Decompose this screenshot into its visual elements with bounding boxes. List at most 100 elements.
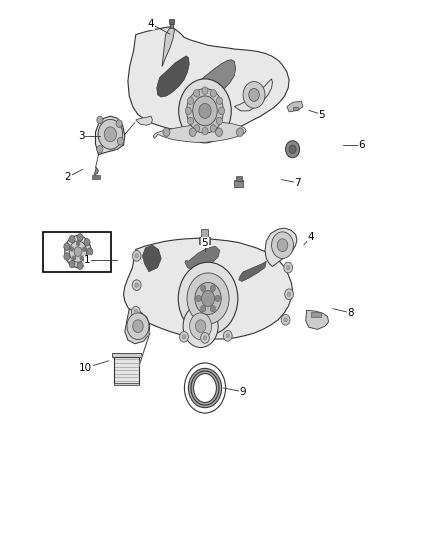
Circle shape bbox=[189, 128, 196, 136]
Circle shape bbox=[65, 236, 91, 268]
Polygon shape bbox=[128, 27, 289, 134]
Polygon shape bbox=[311, 312, 321, 317]
Text: 4: 4 bbox=[148, 19, 155, 29]
Polygon shape bbox=[265, 228, 297, 266]
Circle shape bbox=[215, 128, 223, 136]
Circle shape bbox=[277, 239, 288, 252]
Polygon shape bbox=[234, 180, 243, 187]
Circle shape bbox=[104, 127, 117, 142]
Circle shape bbox=[210, 285, 215, 292]
Circle shape bbox=[210, 305, 215, 312]
Circle shape bbox=[199, 103, 211, 118]
Circle shape bbox=[187, 88, 223, 133]
Circle shape bbox=[195, 282, 221, 314]
Circle shape bbox=[77, 262, 83, 270]
Circle shape bbox=[190, 313, 212, 340]
Circle shape bbox=[127, 313, 149, 340]
Polygon shape bbox=[236, 176, 242, 181]
Circle shape bbox=[196, 295, 201, 302]
Polygon shape bbox=[142, 245, 161, 272]
Text: 8: 8 bbox=[347, 308, 354, 318]
Circle shape bbox=[132, 251, 141, 261]
Circle shape bbox=[287, 292, 291, 296]
Polygon shape bbox=[293, 107, 298, 110]
Circle shape bbox=[131, 306, 140, 317]
Circle shape bbox=[249, 88, 259, 101]
Polygon shape bbox=[201, 229, 208, 237]
Circle shape bbox=[201, 333, 209, 343]
Polygon shape bbox=[94, 167, 99, 175]
Polygon shape bbox=[185, 246, 220, 271]
Circle shape bbox=[185, 107, 191, 115]
Circle shape bbox=[117, 138, 124, 145]
Text: 5: 5 bbox=[318, 110, 325, 119]
Circle shape bbox=[135, 283, 138, 287]
Circle shape bbox=[210, 90, 216, 97]
Polygon shape bbox=[239, 261, 266, 281]
Text: 5: 5 bbox=[201, 238, 208, 247]
Circle shape bbox=[180, 332, 188, 342]
Polygon shape bbox=[125, 309, 150, 344]
Circle shape bbox=[183, 305, 218, 348]
Circle shape bbox=[80, 255, 84, 261]
Circle shape bbox=[201, 290, 215, 306]
Circle shape bbox=[286, 141, 300, 158]
Polygon shape bbox=[170, 21, 173, 28]
Circle shape bbox=[219, 107, 225, 115]
Polygon shape bbox=[95, 116, 125, 155]
Circle shape bbox=[187, 97, 194, 104]
Polygon shape bbox=[112, 353, 141, 357]
Circle shape bbox=[194, 90, 200, 97]
Polygon shape bbox=[157, 56, 189, 97]
Polygon shape bbox=[136, 116, 152, 125]
Circle shape bbox=[187, 273, 229, 324]
Circle shape bbox=[72, 255, 76, 261]
Circle shape bbox=[210, 125, 216, 132]
Text: 7: 7 bbox=[294, 178, 301, 188]
Circle shape bbox=[97, 146, 103, 153]
Circle shape bbox=[134, 310, 138, 314]
Text: 10: 10 bbox=[79, 363, 92, 373]
Polygon shape bbox=[306, 310, 328, 329]
Circle shape bbox=[201, 285, 206, 292]
Polygon shape bbox=[169, 19, 174, 24]
Circle shape bbox=[203, 336, 207, 340]
Circle shape bbox=[179, 79, 231, 143]
Text: 4: 4 bbox=[307, 232, 314, 242]
Polygon shape bbox=[234, 79, 272, 111]
Circle shape bbox=[289, 145, 296, 154]
Circle shape bbox=[133, 320, 143, 333]
Circle shape bbox=[69, 236, 75, 243]
Circle shape bbox=[216, 97, 223, 104]
Circle shape bbox=[182, 335, 186, 339]
Circle shape bbox=[70, 246, 74, 252]
Circle shape bbox=[82, 247, 86, 252]
Circle shape bbox=[202, 127, 208, 135]
Circle shape bbox=[84, 239, 90, 246]
Circle shape bbox=[194, 125, 200, 132]
Text: 3: 3 bbox=[78, 131, 85, 141]
Text: 9: 9 bbox=[240, 387, 247, 397]
Text: 2: 2 bbox=[64, 172, 71, 182]
Circle shape bbox=[285, 289, 293, 300]
Circle shape bbox=[284, 262, 293, 273]
Circle shape bbox=[69, 260, 75, 268]
Polygon shape bbox=[162, 27, 174, 67]
Circle shape bbox=[284, 318, 287, 322]
Circle shape bbox=[116, 120, 122, 127]
Text: 6: 6 bbox=[358, 140, 365, 150]
Circle shape bbox=[64, 243, 70, 251]
Circle shape bbox=[202, 87, 208, 94]
Circle shape bbox=[286, 265, 290, 270]
Polygon shape bbox=[199, 237, 210, 244]
Circle shape bbox=[237, 128, 244, 136]
Circle shape bbox=[195, 320, 206, 333]
Circle shape bbox=[281, 314, 290, 325]
Circle shape bbox=[187, 117, 194, 125]
Polygon shape bbox=[124, 238, 293, 339]
Circle shape bbox=[87, 248, 93, 255]
Circle shape bbox=[226, 334, 230, 338]
Polygon shape bbox=[153, 123, 246, 142]
Circle shape bbox=[74, 247, 82, 256]
Polygon shape bbox=[114, 357, 139, 384]
